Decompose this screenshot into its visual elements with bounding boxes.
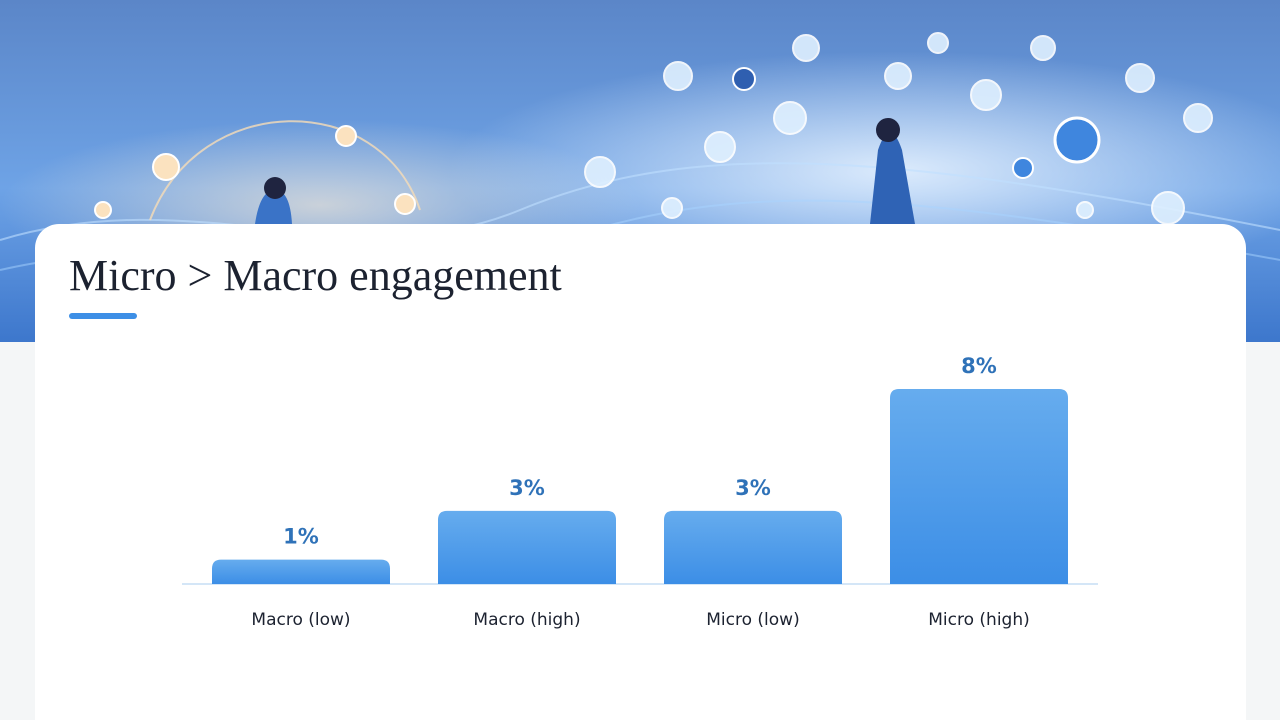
value-label: 3% [509, 476, 545, 500]
bar [890, 389, 1068, 584]
bar [438, 510, 616, 584]
category-label: Macro (high) [473, 610, 580, 630]
value-label: 3% [735, 476, 771, 500]
category-label: Macro (low) [251, 610, 350, 630]
category-label: Micro (high) [928, 610, 1030, 630]
bar [664, 510, 842, 584]
category-label: Micro (low) [706, 610, 799, 630]
title-underline [69, 313, 137, 319]
chart-title: Micro > Macro engagement [69, 251, 562, 300]
content-card [35, 224, 1246, 720]
header-illustration [0, 0, 1280, 342]
value-label: 1% [283, 525, 319, 549]
value-label: 8% [961, 354, 997, 378]
plot-area: 1% Macro (low) 3% Macro (high) 3% Micro (low)… [212, 354, 1068, 630]
bar [212, 559, 390, 584]
